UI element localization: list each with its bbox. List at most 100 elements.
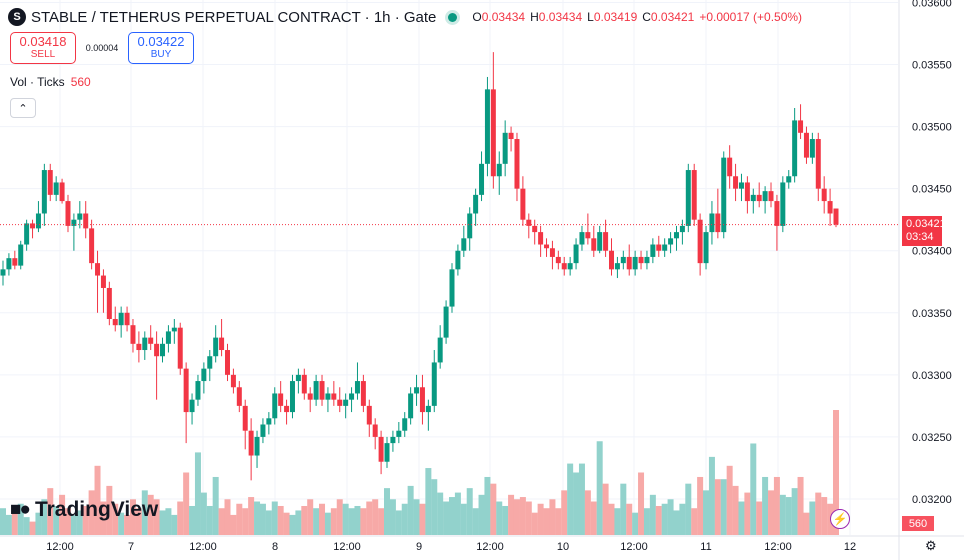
candle-body [520, 188, 526, 220]
volume-bar [348, 508, 355, 535]
candle-body [396, 430, 402, 437]
sell-button[interactable]: 0.03418 SELL [10, 32, 76, 64]
candle-body [555, 256, 561, 264]
open-value: 0.03434 [481, 10, 526, 24]
candle-body [792, 120, 798, 177]
volume-bar [47, 488, 54, 535]
volume-bar [708, 456, 715, 535]
volume-bar [271, 501, 278, 535]
candle-body [390, 436, 396, 444]
candle-body [544, 244, 550, 249]
x-tick-label: 12:00 [46, 541, 74, 553]
volume-bar [5, 514, 12, 535]
volume-bar [691, 508, 698, 535]
volume-bar [342, 503, 349, 535]
candle-body [479, 163, 485, 195]
candle-body [662, 244, 668, 251]
candle-body [538, 232, 544, 245]
volume-bar [319, 503, 326, 535]
candle-body [419, 387, 425, 413]
volume-bar [513, 499, 520, 535]
price-axis[interactable]: 0.03200 0.03250 0.03300 0.03350 0.03400 0.034… [912, 0, 952, 506]
candle-body [112, 318, 118, 326]
volume-bar [230, 514, 237, 535]
volume-bar [448, 497, 455, 535]
volume-bar [141, 490, 148, 535]
volume-bar [738, 501, 745, 535]
chevron-up-icon[interactable]: ⌃ [10, 98, 36, 118]
candle-body [65, 201, 71, 226]
candle-body [254, 436, 260, 456]
candle-body [313, 381, 319, 400]
x-tick-label: 12:00 [476, 541, 504, 553]
volume-indicator-label: Vol · Ticks [10, 75, 65, 89]
candle-body [449, 269, 455, 307]
y-tick-label: 0.03550 [912, 60, 952, 72]
candle-body [242, 405, 248, 431]
symbol-title[interactable]: STABLE / TETHERUS PERPETUAL CONTRACT · 1… [31, 8, 437, 26]
y-tick-label: 0.03250 [912, 432, 952, 444]
market-status-icon[interactable] [448, 12, 458, 22]
candle-body [366, 405, 372, 425]
candle-body [349, 393, 355, 400]
time-axis[interactable]: 12:00 7 12:00 8 12:00 9 12:00 10 12:00 11 12:00 12 [46, 541, 856, 553]
candle-body [697, 219, 703, 264]
volume-bar [153, 499, 160, 535]
candle-body [154, 343, 160, 357]
volume-bar [803, 512, 810, 535]
candle-body [431, 362, 437, 406]
candle-body [780, 182, 786, 226]
volume-bar [313, 508, 320, 535]
volume-bar [135, 508, 142, 535]
buy-button[interactable]: 0.03422 BUY [128, 32, 194, 64]
volume-bar [567, 463, 574, 535]
candle-body [301, 374, 307, 394]
gear-icon[interactable]: ⚙ [925, 538, 937, 553]
lightning-icon[interactable]: ⚡ [830, 509, 850, 529]
tradingview-logo[interactable]: ■● TradingView [10, 498, 158, 522]
candle-body [0, 269, 6, 276]
candle-body [508, 132, 514, 140]
volume-bar [53, 505, 60, 535]
candle-body [733, 176, 739, 189]
volume-bar [336, 499, 343, 535]
volume-bar [703, 490, 710, 535]
volume-bar [821, 497, 828, 535]
volume-bar [354, 505, 361, 535]
volume-indicator-legend[interactable]: Vol · Ticks 560 [10, 75, 91, 89]
candle-body [774, 201, 780, 226]
volume-bar [543, 508, 550, 535]
buy-price: 0.03422 [137, 34, 185, 49]
candle-body [236, 387, 242, 406]
candle-body [171, 327, 177, 332]
volume-bar [584, 490, 591, 535]
candle-body [248, 430, 254, 456]
candle-body [467, 213, 473, 239]
ohlc-values: O 0.03434 H 0.03434 L 0.03419 C 0.03421 +0.0… [467, 10, 802, 24]
volume-bar [100, 501, 107, 535]
candle-countdown: 03:34 [906, 231, 934, 243]
y-tick-label: 0.03600 [912, 0, 952, 9]
candle-body [709, 213, 715, 233]
candle-body [124, 312, 130, 326]
candle-body [118, 312, 124, 326]
volume-bar [525, 501, 532, 535]
volume-bar [632, 512, 639, 535]
candle-body [609, 250, 615, 270]
candle-body [638, 256, 644, 264]
candle-body [685, 170, 691, 226]
volume-bar [549, 499, 556, 535]
symbol-logo-icon[interactable]: S [8, 8, 26, 26]
y-tick-label: 0.03200 [912, 494, 952, 506]
volume-bar [159, 510, 166, 535]
volume-bar [289, 514, 296, 535]
volume-bar [785, 497, 792, 535]
candle-body [378, 436, 384, 462]
volume-bar [590, 501, 597, 535]
volume-bar [502, 505, 509, 535]
volume-bar [726, 465, 733, 535]
volume-bar [224, 499, 231, 535]
candle-body [219, 337, 225, 351]
candle-body [579, 232, 585, 245]
